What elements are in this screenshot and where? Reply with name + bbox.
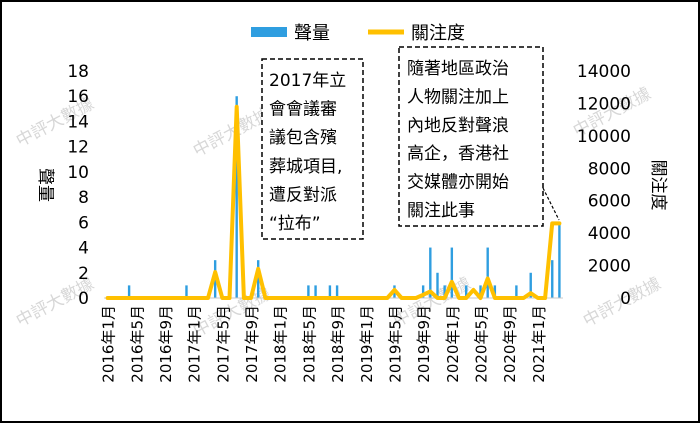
annotation-text-line: 隨著地區政治 <box>407 59 509 79</box>
annotation-text-line: 議包含殯 <box>269 128 337 148</box>
y-left-tick-label: 10 <box>67 163 89 183</box>
x-tick-label: 2019年9月 <box>415 305 433 383</box>
y-left-tick-label: 4 <box>78 239 89 259</box>
annotation-text-line: “拉布” <box>269 214 321 234</box>
y-right-tick-label: 2000 <box>588 257 631 277</box>
annotation-text-line: 遭反對派 <box>269 185 337 205</box>
y-right-tick-label: 12000 <box>577 94 631 114</box>
annotation-text-line: 人物關注加上 <box>407 87 509 107</box>
bar <box>127 285 131 298</box>
bar <box>515 285 518 298</box>
annotation-text-line: 內地反對聲浪 <box>407 116 509 136</box>
bar <box>429 247 432 298</box>
x-tick-label: 2016年1月 <box>100 305 118 383</box>
x-tick-label: 2020年5月 <box>473 305 491 383</box>
y-right-tick-label: 8000 <box>588 159 631 179</box>
legend-label-bar: 聲量 <box>294 23 330 44</box>
legend-label-line: 關注度 <box>411 23 465 44</box>
legend-swatch-line <box>368 29 404 35</box>
annotation-box <box>261 58 364 240</box>
bar <box>551 260 554 298</box>
bar <box>307 285 310 298</box>
y-left-tick-label: 2 <box>78 264 89 284</box>
bar <box>493 285 497 298</box>
x-tick-label: 2018年1月 <box>272 305 290 383</box>
y-left-tick-label: 0 <box>78 289 89 309</box>
x-axis: 2016年1月 2016年5月 2016年9月 2017年1月 2017年5月 2017年… <box>100 305 548 383</box>
bar <box>464 285 468 298</box>
annotation-text-line: 關注此事 <box>407 201 475 221</box>
bar <box>256 260 260 298</box>
legend-swatch-bar <box>251 27 287 37</box>
x-tick-label: 2016年5月 <box>128 305 146 383</box>
bar <box>335 285 339 298</box>
bar <box>314 285 317 298</box>
x-tick-label: 2021年1月 <box>530 305 548 383</box>
y-right-tick-label: 4000 <box>588 224 631 244</box>
y-left-tick-label: 8 <box>78 188 89 208</box>
bar <box>450 247 454 298</box>
x-tick-label: 2017年5月 <box>214 305 232 383</box>
bar <box>235 96 238 298</box>
y-right-axis-title: 關注度 <box>648 160 668 211</box>
bar <box>328 285 332 298</box>
line-series <box>105 104 562 300</box>
bar <box>558 222 561 298</box>
annotation-box <box>398 46 544 227</box>
y-left-tick-label: 16 <box>67 87 89 107</box>
y-left-tick-label: 14 <box>67 112 89 132</box>
annotation-text-line: 葬城項目, <box>269 157 342 177</box>
bar <box>529 272 532 298</box>
y-right-axis: 0 2000 4000 6000 8000 10000 12000 14000 <box>577 62 631 309</box>
y-left-axis-title: 聲量 <box>35 168 55 202</box>
y-left-tick-label: 12 <box>67 138 89 158</box>
x-tick-label: 2020年1月 <box>444 305 462 383</box>
annotation-connector <box>542 187 560 221</box>
x-tick-label: 2017年1月 <box>186 305 204 383</box>
x-tick-label: 2019年1月 <box>358 305 376 383</box>
y-left-axis: 0 2 4 6 8 10 12 14 16 18 <box>67 62 89 309</box>
annotation-text-line: 會會議審 <box>269 100 337 120</box>
bar <box>486 247 489 298</box>
y-right-tick-label: 0 <box>620 289 631 309</box>
bar <box>421 285 425 298</box>
x-tick-label: 2018年9月 <box>329 305 347 383</box>
annotation-text-line: 交媒體亦開始 <box>407 173 509 193</box>
bar <box>479 285 482 298</box>
x-tick-label: 2020年9月 <box>501 305 519 383</box>
x-tick-label: 2019年5月 <box>386 305 404 383</box>
x-tick-label: 2016年9月 <box>157 305 175 383</box>
bar <box>185 285 188 298</box>
y-right-tick-label: 10000 <box>577 127 631 147</box>
x-tick-label: 2017年9月 <box>243 305 261 383</box>
y-left-tick-label: 18 <box>67 62 89 82</box>
legend: 聲量 關注度 <box>251 23 465 44</box>
annotation-text-line: 2017年立 <box>269 71 346 91</box>
bar <box>443 285 446 298</box>
annotation-text-line: 高企，香港社 <box>407 144 509 164</box>
bar <box>436 272 439 298</box>
y-right-tick-label: 6000 <box>588 192 631 212</box>
series-line <box>105 104 562 300</box>
y-right-tick-label: 14000 <box>577 62 631 82</box>
x-tick-label: 2018年5月 <box>300 305 318 383</box>
y-left-tick-label: 6 <box>78 213 89 233</box>
